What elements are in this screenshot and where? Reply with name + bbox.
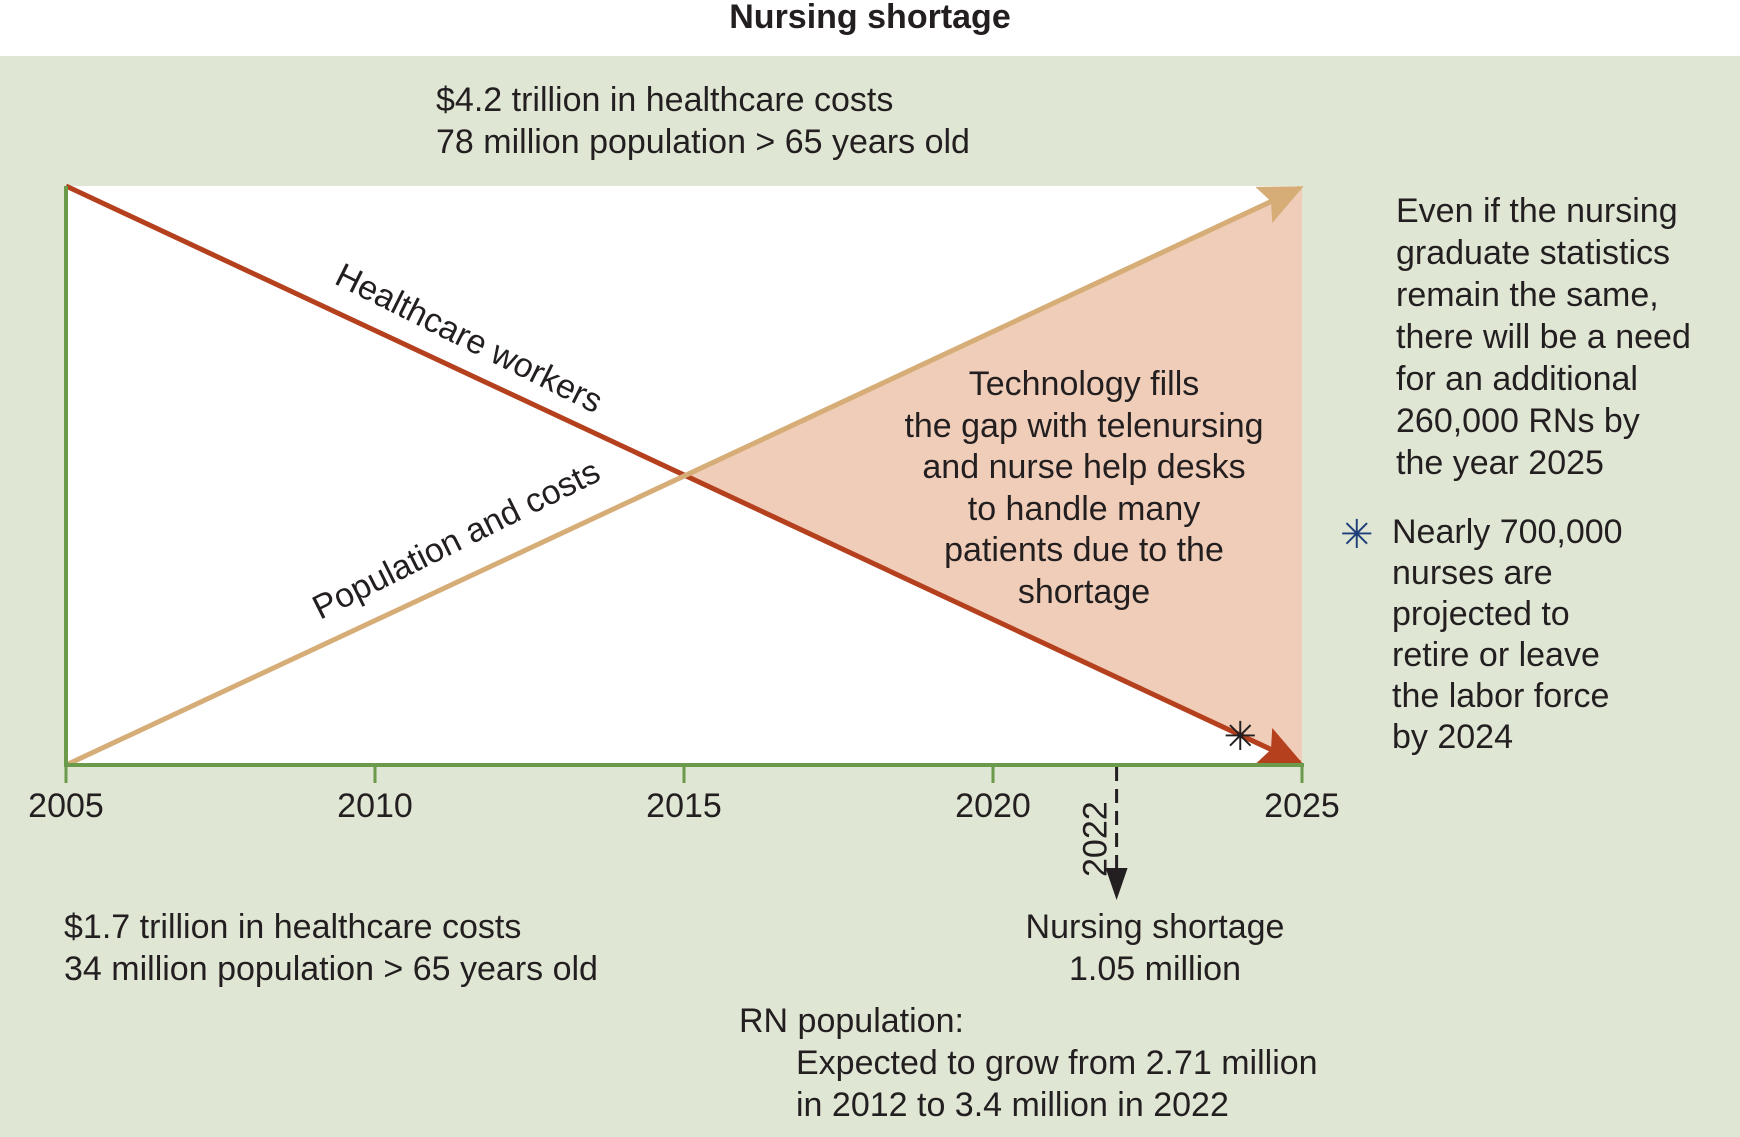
shortage-title: Nursing shortage	[1025, 908, 1285, 946]
x-tick-label: 2025	[1264, 787, 1340, 825]
rn-population-label: RN population:	[739, 1002, 964, 1040]
rn-population-line1: Expected to grow from 2.71 million	[796, 1044, 1318, 1082]
shortage-value: 1.05 million	[1069, 950, 1241, 988]
x-axis-ticks: 2005 2010 2015 2020 2025	[28, 765, 1340, 825]
gap-explanation-text: Technology fills the gap with telenursin…	[904, 365, 1264, 611]
top-annotation-population: 78 million population > 65 years old	[436, 123, 970, 161]
x-tick-label: 2005	[28, 787, 104, 825]
x-tick-label: 2015	[646, 787, 722, 825]
bottom-annotation-population: 34 million population > 65 years old	[64, 950, 598, 988]
shortage-arrowhead	[1105, 868, 1128, 900]
figure-title: Nursing shortage	[729, 0, 1011, 36]
retire-note-marker: ✳	[1340, 513, 1374, 557]
rn-population-line2: in 2012 to 3.4 million in 2022	[796, 1086, 1229, 1124]
x-tick-label: 2010	[337, 787, 413, 825]
shortage-year-label: 2022	[1077, 801, 1115, 877]
retire-asterisk-marker: ✳	[1223, 715, 1257, 759]
retire-note-text: Nearly 700,000 nurses are projected to r…	[1392, 513, 1623, 756]
gap-region	[684, 186, 1302, 765]
bottom-annotation-costs: $1.7 trillion in healthcare costs	[64, 908, 522, 946]
population-costs-line	[64, 185, 1304, 768]
additional-rns-note: Even if the nursing graduate statistics …	[1396, 192, 1691, 482]
x-tick-label: 2020	[955, 787, 1031, 825]
top-annotation-costs: $4.2 trillion in healthcare costs	[436, 81, 894, 119]
